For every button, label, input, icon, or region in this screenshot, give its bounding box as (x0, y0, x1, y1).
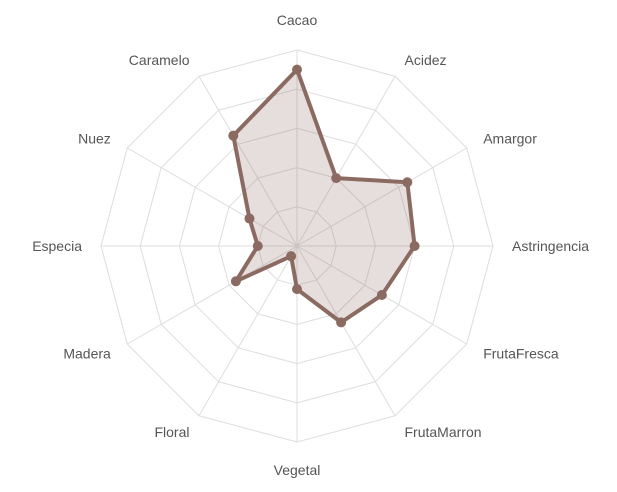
axis-label-especia: Especia (32, 238, 82, 254)
data-point-Acidez[interactable] (331, 173, 342, 184)
data-point-Nuez[interactable] (244, 213, 255, 224)
data-point-Vegetal[interactable] (292, 284, 302, 295)
data-point-Especia[interactable] (252, 241, 263, 251)
grid-spoke-5 (296, 245, 396, 416)
axis-label-acidez: Acidez (405, 52, 447, 68)
data-point-Amargor[interactable] (402, 177, 413, 188)
axis-label-vegetal: Vegetal (274, 462, 321, 478)
grid-spoke-11 (198, 76, 298, 247)
axis-label-nuez: Nuez (78, 131, 111, 147)
axis-label-cacao: Cacao (277, 12, 318, 28)
data-point-Floral[interactable] (286, 251, 297, 262)
data-point-Caramelo[interactable] (228, 130, 239, 141)
grid-spoke-8 (127, 245, 298, 345)
radar-series-layer (228, 64, 420, 328)
axis-label-frutafresca: FrutaFresca (483, 346, 559, 362)
grid-spoke-1 (296, 76, 396, 247)
data-point-Madera[interactable] (230, 276, 241, 287)
axis-label-madera: Madera (63, 346, 111, 362)
axis-label-caramelo: Caramelo (129, 52, 190, 68)
axis-label-floral: Floral (154, 424, 189, 440)
series-0-area (231, 67, 417, 325)
data-point-Cacao[interactable] (292, 64, 302, 75)
axis-label-frutamarron: FrutaMarron (405, 424, 482, 440)
radar-axis-labels: Cacao Acidez Amargor Astringencia FrutaFresc… (32, 12, 589, 478)
data-point-Astringencia[interactable] (409, 241, 420, 251)
axis-label-amargor: Amargor (483, 131, 537, 147)
data-point-FrutaMarron[interactable] (336, 317, 347, 328)
grid-spoke-2 (296, 147, 467, 247)
grid-spoke-7 (198, 245, 298, 416)
data-point-FrutaFresca[interactable] (376, 290, 387, 300)
grid-spoke-10 (127, 147, 298, 247)
axis-label-astringencia: Astringencia (512, 238, 589, 254)
